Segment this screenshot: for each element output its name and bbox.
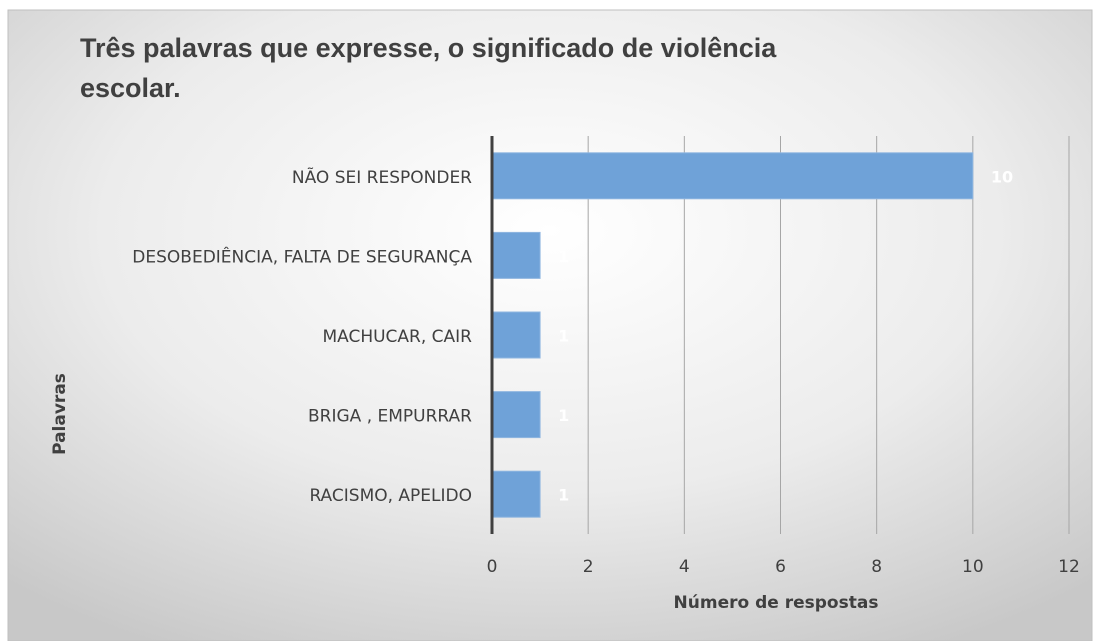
value-label: 1 xyxy=(558,247,569,266)
x-tick-label: 10 xyxy=(962,557,984,577)
y-tick-label: RACISMO, APELIDO xyxy=(309,486,472,506)
bar xyxy=(491,231,541,279)
x-tick-label: 8 xyxy=(871,557,882,577)
x-tick-label: 4 xyxy=(679,557,690,577)
chart-title: Três palavras que expresse, o significad… xyxy=(80,33,777,63)
x-axis-title: Número de respostas xyxy=(674,593,879,613)
value-label: 1 xyxy=(558,327,569,346)
value-label: 10 xyxy=(991,167,1013,186)
chart-title: escolar. xyxy=(80,73,181,103)
value-label: 1 xyxy=(558,486,569,505)
bar xyxy=(491,470,541,518)
y-tick-label: DESOBEDIÊNCIA, FALTA DE SEGURANÇA xyxy=(132,245,472,267)
x-tick-label: 2 xyxy=(583,557,594,577)
y-axis-title: Palavras xyxy=(50,373,70,455)
y-tick-label: MACHUCAR, CAIR xyxy=(322,327,472,347)
value-label: 1 xyxy=(558,406,569,425)
bar xyxy=(491,152,974,200)
bar xyxy=(491,311,541,359)
x-tick-label: 6 xyxy=(775,557,786,577)
bar xyxy=(491,391,541,439)
chart-background xyxy=(7,9,1093,641)
y-tick-label: NÃO SEI RESPONDER xyxy=(292,166,472,188)
y-tick-label: BRIGA , EMPURRAR xyxy=(308,407,472,427)
x-tick-label: 0 xyxy=(487,557,498,577)
x-tick-label: 12 xyxy=(1058,557,1080,577)
